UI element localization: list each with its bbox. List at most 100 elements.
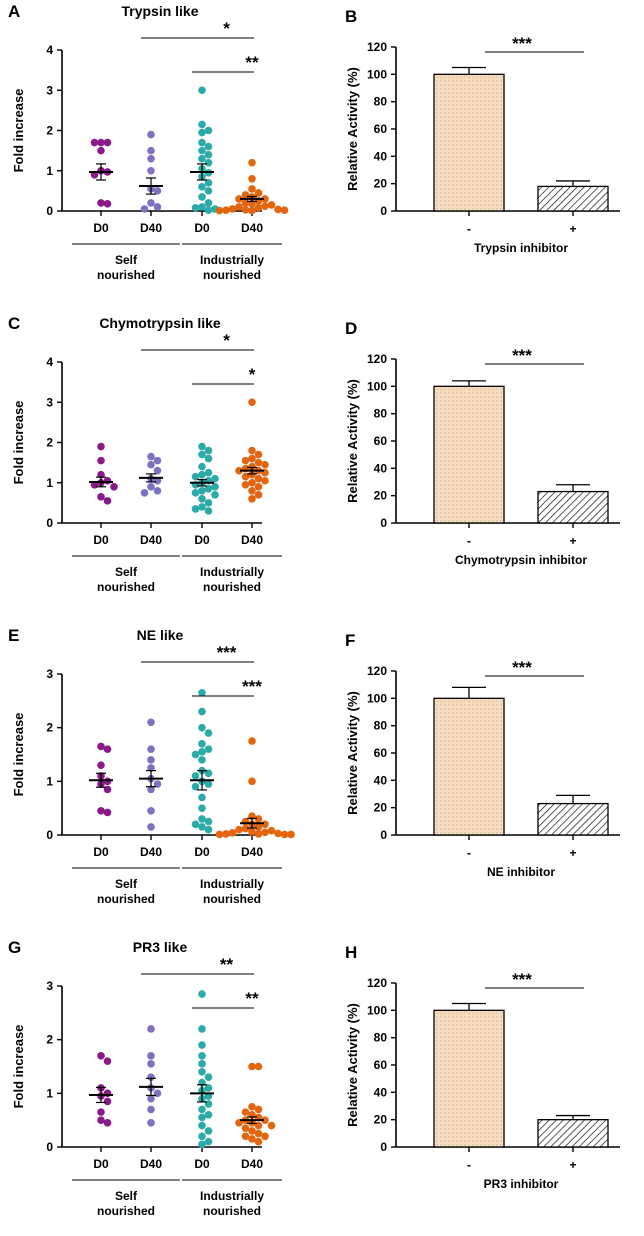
- group-label: Industrially nourished: [200, 253, 264, 282]
- significance-label: ***: [242, 677, 262, 696]
- data-point: [147, 166, 155, 175]
- data-point: [90, 138, 99, 147]
- panel-letter: E: [8, 626, 19, 645]
- data-point: [204, 729, 213, 737]
- data-point: [267, 1121, 276, 1130]
- scatter-panel-g: G PR3 like Fold increase 0 1 2 3 D0 D40 D0 D40 Self…: [8, 938, 282, 1218]
- y-tick-label: 3: [46, 83, 53, 97]
- data-point: [147, 1025, 155, 1033]
- data-point: [241, 472, 250, 481]
- y-axis-label: Relative Activity (%): [345, 67, 360, 191]
- data-point: [198, 1068, 206, 1076]
- panel-letter: C: [8, 314, 20, 333]
- data-point: [97, 1051, 105, 1060]
- data-point: [287, 830, 295, 839]
- y-tick-label: 0: [46, 828, 53, 842]
- y-tick-label: 40: [374, 773, 388, 787]
- scatter-panel-c: C Chymotrypsin like Fold increase 0 1 2 3 4 D0 D4…: [8, 314, 282, 594]
- x-tick-label: +: [569, 1158, 576, 1172]
- data-point: [261, 476, 269, 485]
- significance-label: ***: [512, 34, 532, 53]
- y-tick-label: 40: [374, 149, 388, 163]
- data-point: [248, 1135, 256, 1143]
- group-label-line: nourished: [203, 268, 261, 282]
- group-label-line: Industrially: [200, 565, 264, 579]
- panel-letter: G: [8, 938, 21, 957]
- x-tick-label: +: [569, 846, 576, 860]
- data-point: [97, 493, 105, 501]
- data-point: [147, 1119, 155, 1127]
- data-point: [211, 482, 219, 491]
- data-point: [204, 1127, 213, 1135]
- data-point: [147, 482, 155, 491]
- x-tick-label: D0: [194, 533, 210, 547]
- data-point: [204, 1084, 213, 1092]
- data-point: [204, 1073, 213, 1082]
- data-point: [153, 466, 162, 475]
- data-point: [222, 206, 230, 214]
- data-point: [198, 1105, 206, 1114]
- x-tick-label: D40: [241, 1157, 263, 1171]
- y-tick-label: 20: [374, 177, 388, 191]
- data-point: [204, 206, 213, 214]
- y-tick-label: 1: [46, 476, 53, 490]
- data-point: [204, 1137, 213, 1146]
- y-axis-label: Fold increase: [11, 1025, 26, 1109]
- data-point: [147, 452, 155, 461]
- data-point: [241, 456, 250, 465]
- data-point: [147, 807, 155, 815]
- data-point: [97, 138, 105, 147]
- data-point: [241, 480, 250, 489]
- data-point: [97, 807, 105, 815]
- group-label: Industrially nourished: [200, 877, 264, 906]
- data-point: [248, 737, 256, 745]
- group-label-line: Industrially: [200, 1189, 264, 1203]
- group-label-line: nourished: [203, 1204, 261, 1218]
- data-point: [147, 745, 155, 753]
- data-point: [204, 507, 213, 515]
- x-tick-label: D0: [194, 1157, 210, 1171]
- data-point: [267, 201, 276, 209]
- data-point: [254, 474, 263, 483]
- data-point: [204, 769, 213, 778]
- y-tick-label: 120: [367, 976, 387, 990]
- y-tick-label: 1: [46, 1086, 53, 1100]
- y-tick-label: 100: [367, 691, 387, 705]
- y-tick-label: 0: [380, 1140, 387, 1154]
- data-point: [198, 804, 206, 812]
- significance-label: *: [249, 365, 256, 384]
- data-point: [198, 138, 206, 147]
- data-point: [211, 474, 219, 483]
- chart-title: Chymotrypsin like: [99, 315, 221, 331]
- data-point: [261, 202, 269, 210]
- data-point: [198, 723, 206, 732]
- data-point: [153, 780, 162, 788]
- data-point: [248, 1102, 256, 1111]
- y-tick-label: 100: [367, 1003, 387, 1017]
- y-tick-label: 2: [46, 1033, 53, 1047]
- y-tick-label: 60: [374, 434, 388, 448]
- data-point: [97, 456, 105, 465]
- data-point: [235, 195, 243, 203]
- y-tick-label: 1: [46, 164, 53, 178]
- data-point: [248, 158, 256, 167]
- data-point: [147, 1073, 155, 1082]
- data-point: [97, 146, 105, 155]
- y-tick-label: 0: [46, 516, 53, 530]
- x-tick-label: D40: [140, 533, 162, 547]
- x-tick-label: D0: [194, 221, 210, 235]
- y-tick-label: 3: [46, 667, 53, 681]
- x-tick-label: D40: [140, 1157, 162, 1171]
- y-axis-label: Fold increase: [11, 713, 26, 797]
- x-tick-label: D40: [140, 221, 162, 235]
- bar: [537, 185, 609, 212]
- y-tick-label: 20: [374, 489, 388, 503]
- data-point: [198, 1025, 206, 1033]
- data-point: [241, 1108, 250, 1116]
- data-point: [248, 398, 256, 407]
- data-point: [198, 183, 206, 191]
- data-point: [254, 1062, 263, 1071]
- group-label: Self nourished: [97, 565, 155, 594]
- data-point: [198, 707, 206, 716]
- data-point: [248, 1062, 256, 1071]
